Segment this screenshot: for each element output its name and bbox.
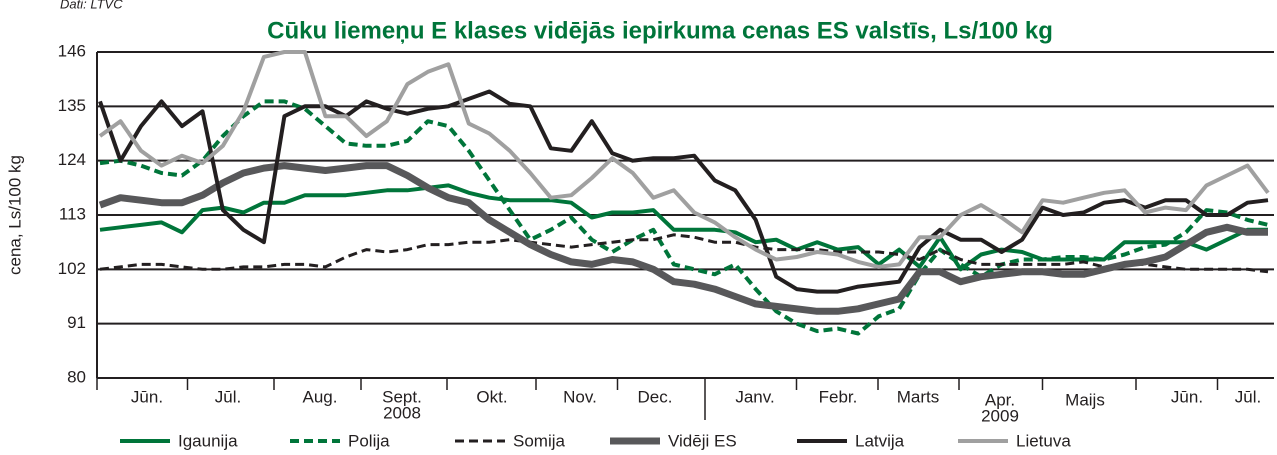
year-label: 2008	[383, 403, 421, 422]
x-tick-label: Okt.	[476, 387, 507, 406]
x-tick-label: Febr.	[819, 387, 858, 406]
series-line	[98, 89, 1269, 294]
y-tick-label: 102	[58, 259, 86, 278]
y-tick-label: 80	[67, 367, 86, 386]
y-tick-label: 91	[67, 313, 86, 332]
x-tick-label: Maijs	[1065, 390, 1105, 409]
y-axis-label: cena, Ls/100 kg	[5, 155, 24, 275]
y-tick-label: 113	[59, 204, 86, 223]
series-line	[99, 183, 1268, 272]
legend-label: Latvija	[855, 431, 905, 450]
series-line	[99, 99, 1269, 336]
x-tick-label: Nov.	[563, 387, 597, 406]
series-line	[99, 233, 1269, 274]
x-tick-label: Jūn.	[131, 387, 163, 406]
x-tick-label: Marts	[897, 387, 940, 406]
x-tick-label: Sept.	[382, 387, 422, 406]
y-tick-label: 124	[58, 150, 86, 169]
source: Dati: LTVC	[60, 0, 123, 11]
legend-label: Vidēji ES	[668, 431, 737, 450]
legend-label: Somija	[513, 431, 566, 450]
x-tick-label: Apr.	[985, 390, 1015, 409]
series-line	[98, 50, 1270, 269]
y-tick-label: 135	[58, 96, 86, 115]
chart-title: Cūku liemeņu E klases vidējās iepirkuma …	[267, 17, 1053, 44]
year-label: 2009	[981, 406, 1019, 425]
legend-label: Igaunija	[178, 431, 238, 450]
x-tick-label: Aug.	[303, 387, 338, 406]
y-tick-label: 146	[58, 41, 86, 60]
x-tick-label: Dec.	[638, 387, 673, 406]
x-tick-label: Jūl.	[215, 387, 241, 406]
legend-label: Polija	[348, 431, 390, 450]
x-tick-label: Jūn.	[1171, 387, 1203, 406]
x-tick-label: Jūl.	[1235, 387, 1261, 406]
series-line	[98, 162, 1268, 315]
x-tick-label: Janv.	[735, 387, 774, 406]
legend-label: Lietuva	[1016, 431, 1071, 450]
